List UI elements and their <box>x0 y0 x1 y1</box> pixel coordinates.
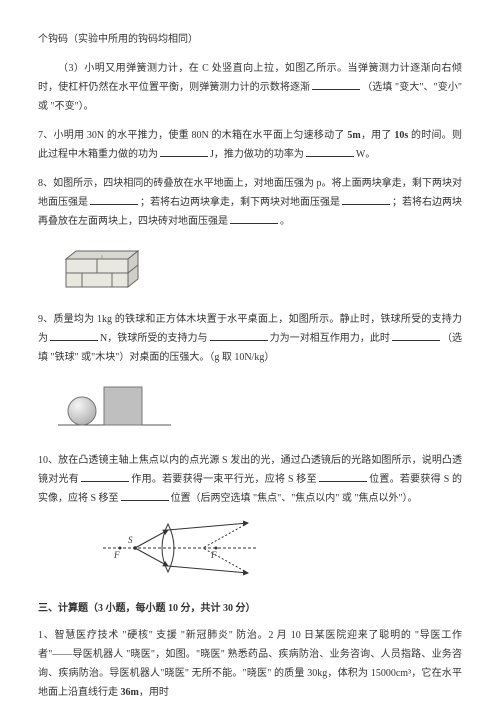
lens-figure: S F F <box>98 518 462 585</box>
q7-l1a: 7、小明用 30N 的水平推力，使重 80N 的木箱在水平面上匀速移动了 <box>38 130 347 141</box>
q9-blank1 <box>50 329 98 341</box>
section-3-title: 三、计算题（3 小题，每小题 10 分，共计 30 分） <box>38 599 462 618</box>
q10-blank3 <box>121 489 169 501</box>
q10-blank2 <box>319 470 367 482</box>
question-3: （3）小明又用弹簧测力计，在 C 处竖直向上拉，如图乙所示。当弹簧测力计逐渐向右… <box>38 59 462 116</box>
q11-l1: 1、智慧医疗技术 "硬核" 支援 "新冠肺炎" 防治。2 月 10 日某医院迎来… <box>38 630 462 698</box>
sphere-cube-figure <box>56 377 462 439</box>
q8-blank1 <box>90 193 138 205</box>
question-calc-1: 1、智慧医疗技术 "硬核" 支援 "新冠肺炎" 防治。2 月 10 日某医院迎来… <box>38 626 462 702</box>
q11-v1: 36m <box>121 687 139 698</box>
q7-blank1 <box>160 145 208 157</box>
q10-l2: 作用。若要获得一束平行光，应将 S 移至 <box>131 474 317 485</box>
q7-u2: W。 <box>356 149 375 160</box>
q8-blank3 <box>230 212 278 224</box>
q10-l4: 位置（后两空选填 "焦点"、"焦点以内" 或 "焦点以外"）。 <box>171 493 418 504</box>
question-9: 9、质量均为 1kg 的铁球和正方体木块置于水平桌面上，如图所示。静止时，铁球所… <box>38 310 462 367</box>
q7-v2: 10s <box>394 130 408 141</box>
q9-blank2 <box>210 329 268 341</box>
q10-blank1 <box>81 470 129 482</box>
svg-text:F: F <box>113 550 120 560</box>
brick-figure <box>56 241 462 298</box>
q7-v1: 5m <box>347 130 360 141</box>
q7-blank2 <box>306 145 354 157</box>
q7-u1: J，推力做功的功率为 <box>210 149 304 160</box>
question-8: 8、如图所示，四块相同的砖叠放在水平地面上，对地面压强为 p。将上面两块拿走，剩… <box>38 174 462 231</box>
q7-l1b: ，用了 <box>361 130 395 141</box>
q8-l4: 。 <box>280 216 290 227</box>
q8-blank2 <box>342 193 390 205</box>
q8-l2: ；若将右边两块拿走，剩下两块对地面压强是 <box>140 197 340 208</box>
svg-text:S: S <box>128 535 133 545</box>
top-continuation-line: 个钩码（实验中所用的钩码均相同） <box>38 30 462 49</box>
q11-l2: ，用时 <box>139 687 169 698</box>
q9-blank3 <box>392 329 440 341</box>
question-10: 10、放在凸透镜主轴上焦点以内的点光源 S 发出的光，通过凸透镜后的光路如图所示… <box>38 451 462 508</box>
q9-l3: 力为一对相互作用力，此时 <box>270 333 390 344</box>
q3-blank <box>312 78 360 90</box>
question-7: 7、小明用 30N 的水平推力，使重 80N 的木箱在水平面上匀速移动了 5m，… <box>38 126 462 164</box>
q9-l2: N，铁球所受的支持力与 <box>100 333 208 344</box>
